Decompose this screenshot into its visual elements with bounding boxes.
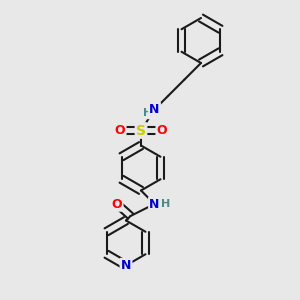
Text: S: S [136, 124, 146, 137]
Text: N: N [149, 197, 160, 211]
Text: O: O [112, 197, 122, 211]
Text: N: N [149, 103, 160, 116]
Text: O: O [157, 124, 167, 137]
Text: H: H [161, 199, 170, 209]
Text: H: H [143, 108, 152, 118]
Text: N: N [121, 259, 131, 272]
Text: O: O [115, 124, 125, 137]
